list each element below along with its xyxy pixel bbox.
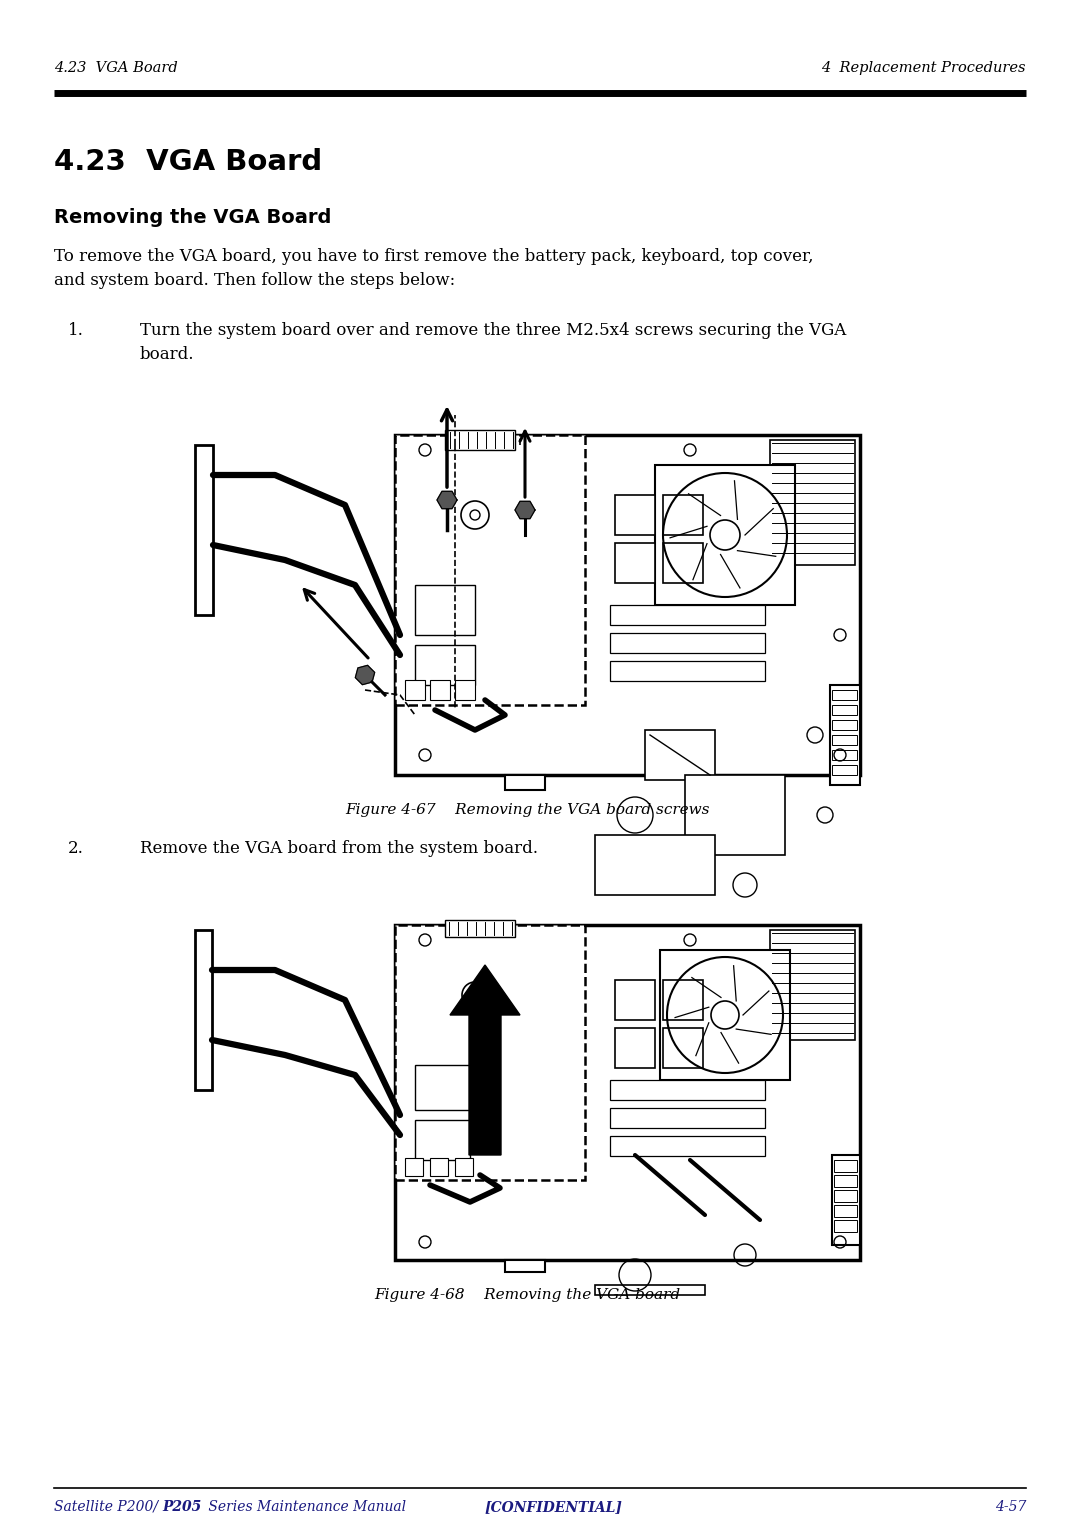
- Bar: [663, 544, 703, 583]
- Bar: [415, 1064, 470, 1110]
- Text: [CONFIDENTIAL]: [CONFIDENTIAL]: [484, 1500, 622, 1513]
- Text: Turn the system board over and remove the three M2.5x4 screws securing the VGA
b: Turn the system board over and remove th…: [140, 322, 847, 363]
- Bar: [663, 980, 703, 1020]
- Bar: [430, 680, 450, 699]
- Bar: [405, 680, 426, 699]
- Bar: [195, 444, 213, 615]
- Bar: [645, 730, 715, 780]
- Bar: [430, 1157, 448, 1176]
- Bar: [610, 1109, 765, 1128]
- Text: Figure 4-68    Removing the VGA board: Figure 4-68 Removing the VGA board: [375, 1287, 680, 1303]
- Bar: [505, 776, 545, 789]
- Bar: [415, 644, 475, 686]
- Bar: [832, 690, 858, 699]
- Bar: [834, 1190, 858, 1202]
- FancyArrow shape: [450, 965, 519, 1154]
- Bar: [195, 930, 212, 1090]
- Bar: [505, 1260, 545, 1272]
- Bar: [615, 495, 654, 534]
- Bar: [415, 585, 475, 635]
- Bar: [595, 835, 715, 895]
- Bar: [610, 661, 765, 681]
- Bar: [610, 634, 765, 654]
- Bar: [770, 440, 855, 565]
- Text: 4.23  VGA Board: 4.23 VGA Board: [54, 148, 322, 176]
- Bar: [405, 1157, 423, 1176]
- Bar: [831, 686, 860, 785]
- Bar: [395, 925, 860, 1260]
- Text: Satellite P200/: Satellite P200/: [54, 1500, 162, 1513]
- Bar: [455, 680, 475, 699]
- Bar: [610, 1080, 765, 1099]
- Bar: [610, 1136, 765, 1156]
- Bar: [445, 431, 515, 450]
- Bar: [615, 980, 654, 1020]
- Bar: [395, 435, 585, 705]
- Bar: [834, 1205, 858, 1217]
- Text: Removing the VGA Board: Removing the VGA Board: [54, 208, 332, 228]
- Text: 2.: 2.: [68, 840, 84, 857]
- Bar: [834, 1174, 858, 1186]
- Bar: [834, 1220, 858, 1232]
- Bar: [610, 605, 765, 625]
- Bar: [685, 776, 785, 855]
- Text: P205: P205: [162, 1500, 201, 1513]
- Bar: [832, 721, 858, 730]
- Text: To remove the VGA board, you have to first remove the battery pack, keyboard, to: To remove the VGA board, you have to fir…: [54, 247, 813, 289]
- Text: 4-57: 4-57: [995, 1500, 1026, 1513]
- Bar: [834, 1161, 858, 1173]
- Bar: [615, 1028, 654, 1067]
- Text: Remove the VGA board from the system board.: Remove the VGA board from the system boa…: [140, 840, 538, 857]
- Text: 4.23  VGA Board: 4.23 VGA Board: [54, 61, 178, 75]
- Bar: [395, 925, 585, 1180]
- Bar: [415, 1119, 470, 1161]
- Bar: [660, 950, 789, 1080]
- Text: Figure 4-67    Removing the VGA board screws: Figure 4-67 Removing the VGA board screw…: [346, 803, 710, 817]
- Bar: [595, 1286, 705, 1295]
- Bar: [663, 495, 703, 534]
- Bar: [654, 466, 795, 605]
- Bar: [832, 705, 858, 715]
- Bar: [832, 1154, 860, 1245]
- Text: Series Maintenance Manual: Series Maintenance Manual: [204, 1500, 406, 1513]
- Polygon shape: [515, 501, 535, 519]
- Bar: [663, 1028, 703, 1067]
- Bar: [832, 734, 858, 745]
- Bar: [445, 919, 515, 938]
- Bar: [615, 544, 654, 583]
- Polygon shape: [355, 666, 375, 684]
- Bar: [395, 435, 860, 776]
- Bar: [770, 930, 855, 1040]
- Bar: [832, 750, 858, 760]
- Text: 1.: 1.: [68, 322, 84, 339]
- Bar: [455, 1157, 473, 1176]
- Polygon shape: [437, 492, 457, 508]
- Bar: [832, 765, 858, 776]
- Text: 4  Replacement Procedures: 4 Replacement Procedures: [822, 61, 1026, 75]
